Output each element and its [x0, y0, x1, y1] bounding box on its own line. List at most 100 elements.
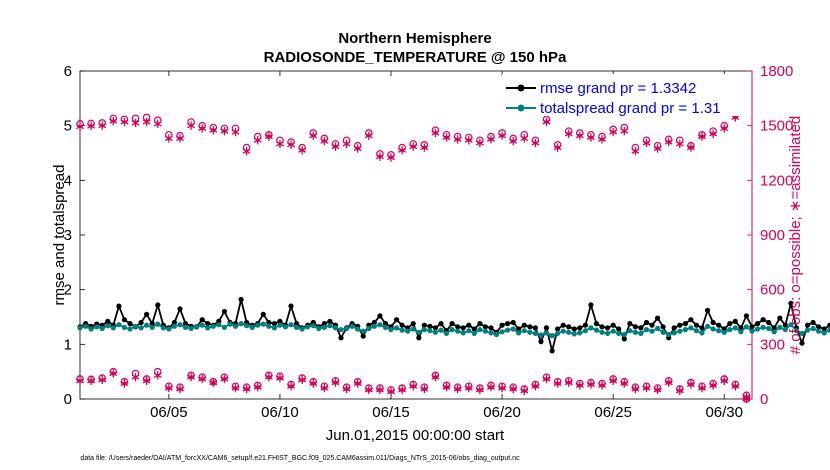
- obs-assimilated-marker: [542, 117, 551, 127]
- series-point-spread: [588, 325, 594, 331]
- series-point-rmse: [460, 325, 466, 331]
- series-point-spread: [777, 324, 783, 330]
- obs-star-center: [356, 381, 360, 386]
- obs-star-center: [311, 381, 315, 386]
- obs-assimilated-marker-low: [131, 372, 140, 382]
- obs-assimilated-marker: [109, 116, 118, 126]
- obs-star-center: [211, 128, 215, 132]
- obs-assimilated-marker-low: [231, 383, 240, 393]
- series-point-spread: [160, 325, 166, 331]
- obs-assimilated-marker: [331, 142, 340, 151]
- series-point-rmse: [571, 326, 577, 332]
- series-point-spread: [399, 327, 405, 333]
- obs-star-center: [456, 137, 460, 141]
- series-point-spread: [194, 323, 200, 329]
- series-point-spread: [127, 326, 133, 332]
- series-point-rmse: [677, 322, 683, 328]
- series-point-rmse: [516, 326, 522, 332]
- y-tick-label-right: 0: [760, 391, 768, 408]
- obs-assimilated-marker-low: [431, 372, 440, 382]
- series-point-rmse: [521, 322, 527, 328]
- obs-star-center: [300, 148, 304, 152]
- obs-assimilated-marker-low: [464, 383, 473, 393]
- obs-star-center: [100, 124, 104, 128]
- series-point-rmse: [399, 322, 405, 328]
- series-point-spread: [766, 325, 772, 332]
- obs-star-center: [733, 115, 737, 120]
- series-point-spread: [377, 322, 383, 328]
- obs-star-center: [256, 385, 260, 389]
- obs-star-center: [556, 145, 560, 150]
- obs-star-center: [278, 142, 282, 146]
- series-point-rmse: [138, 319, 144, 326]
- series-point-rmse: [382, 321, 389, 327]
- series-point-spread: [360, 328, 366, 334]
- series-point-rmse: [338, 335, 344, 341]
- x-tick-label: 06/05: [150, 404, 188, 421]
- series-point-spread: [349, 323, 355, 329]
- series-point-spread: [244, 323, 250, 329]
- series-point-rmse: [760, 317, 766, 323]
- series-point-spread: [443, 330, 450, 336]
- x-tick-label: 06/15: [372, 404, 410, 421]
- obs-star-center: [378, 388, 382, 392]
- obs-assimilated-marker: [220, 126, 229, 136]
- y-axis-label-right: # of obs: o=possible; ∗=assimilated: [787, 116, 804, 355]
- x-tick-label: 06/10: [261, 404, 299, 421]
- obs-star-center: [689, 382, 693, 387]
- series-point-spread: [760, 324, 766, 330]
- series-point-spread: [471, 330, 477, 336]
- series-point-spread: [177, 322, 183, 328]
- series-point-spread: [421, 327, 427, 333]
- y-tick-label-left: 1: [64, 336, 72, 353]
- obs-star-center: [322, 386, 326, 390]
- obs-assimilated-marker: [98, 121, 107, 130]
- obs-assimilated-marker-low: [486, 382, 495, 392]
- series-point-spread: [77, 325, 83, 331]
- series-point-spread: [788, 322, 794, 328]
- obs-assimilated-marker: [442, 133, 451, 142]
- series-point-rmse: [810, 319, 816, 326]
- obs-assimilated-marker: [264, 132, 273, 141]
- x-axis-label: Jun.01,2015 00:00:00 start: [326, 427, 505, 444]
- obs-assimilated-marker: [509, 136, 518, 146]
- obs-star-center: [578, 383, 582, 387]
- series-point-spread: [521, 328, 527, 334]
- obs-star-center: [389, 155, 393, 160]
- series-point-rmse: [327, 318, 333, 324]
- obs-assimilated-marker-low: [453, 384, 462, 394]
- series-point-spread: [638, 330, 644, 336]
- y-tick-label-right: 1500: [760, 118, 793, 135]
- y-tick-label-left: 2: [64, 282, 72, 299]
- series-point-rmse: [260, 311, 266, 317]
- series-point-spread: [116, 322, 122, 328]
- obs-assimilated-marker-low: [187, 372, 196, 382]
- series-point-rmse: [593, 321, 600, 327]
- series-point-spread: [460, 330, 466, 336]
- series-point-spread: [577, 330, 583, 336]
- series-point-spread: [344, 325, 350, 332]
- obs-assimilated-marker: [87, 121, 96, 131]
- series-point-spread: [627, 328, 633, 334]
- series-point-spread: [294, 324, 300, 330]
- series-point-rmse: [821, 326, 827, 332]
- series-point-spread: [144, 322, 150, 328]
- series-point-spread: [382, 324, 389, 330]
- obs-assimilated-marker: [198, 124, 207, 133]
- obs-star-center: [200, 377, 204, 381]
- series-point-spread: [316, 325, 322, 332]
- obs-assimilated-marker-low: [98, 375, 107, 385]
- obs-assimilated-marker: [598, 135, 607, 144]
- obs-assimilated-marker-low: [409, 382, 418, 391]
- obs-assimilated-marker-low: [631, 384, 640, 394]
- obs-assimilated-marker-low: [87, 376, 96, 385]
- series-point-rmse: [482, 324, 488, 330]
- series-point-spread: [571, 331, 577, 337]
- series-point-spread: [199, 322, 205, 328]
- obs-assimilated-marker-low: [609, 376, 618, 385]
- series-point-rmse: [455, 324, 461, 330]
- y-tick-label-left: 0: [64, 391, 72, 408]
- series-point-rmse: [738, 325, 744, 331]
- obs-star-center: [500, 134, 504, 138]
- obs-star-center: [322, 139, 326, 143]
